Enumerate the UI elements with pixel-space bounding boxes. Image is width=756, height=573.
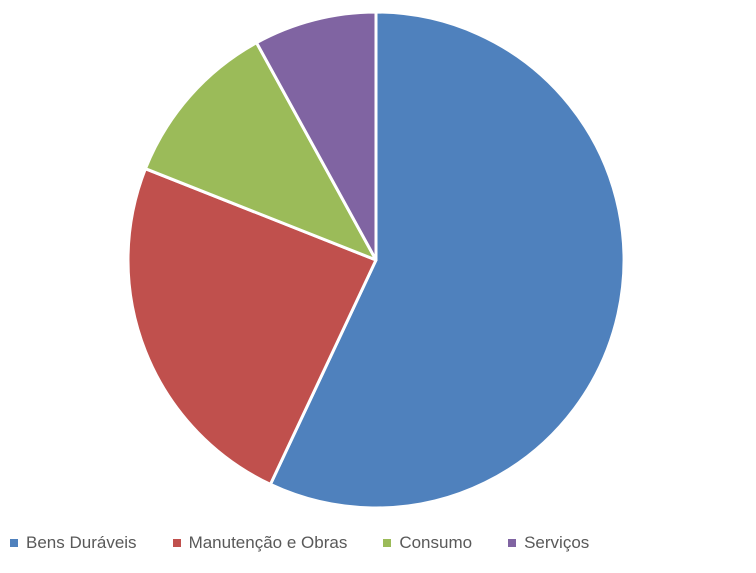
pie-slice-consumo	[143, 41, 378, 262]
legend-swatch-manutencao-e-obras	[172, 539, 181, 547]
chart-legend: Bens Duráveis Manutenção e Obras Consumo…	[10, 528, 756, 558]
legend-item-consumo: Consumo	[383, 533, 472, 553]
pie-slice-bens-duraveis	[268, 10, 626, 510]
legend-label-consumo: Consumo	[399, 533, 473, 552]
legend-item-servicos: Serviços	[508, 533, 589, 553]
legend-label-manutencao-e-obras: Manutenção e Obras	[188, 533, 348, 552]
legend-swatch-bens-duraveis	[10, 539, 18, 547]
pie-slice-servicos	[255, 10, 378, 262]
legend-swatch-consumo	[383, 539, 392, 547]
legend-item-manutencao-e-obras: Manutenção e Obras	[172, 533, 348, 553]
pie-chart-plot	[126, 10, 626, 510]
legend-item-bens-duraveis: Bens Duráveis	[10, 533, 137, 553]
legend-label-servicos: Serviços	[524, 533, 590, 552]
pie-slices	[126, 10, 626, 510]
legend-swatch-servicos	[508, 539, 517, 547]
pie-slice-manutencao-e-obras	[126, 167, 378, 486]
legend-label-bens-duraveis: Bens Duráveis	[26, 533, 137, 552]
